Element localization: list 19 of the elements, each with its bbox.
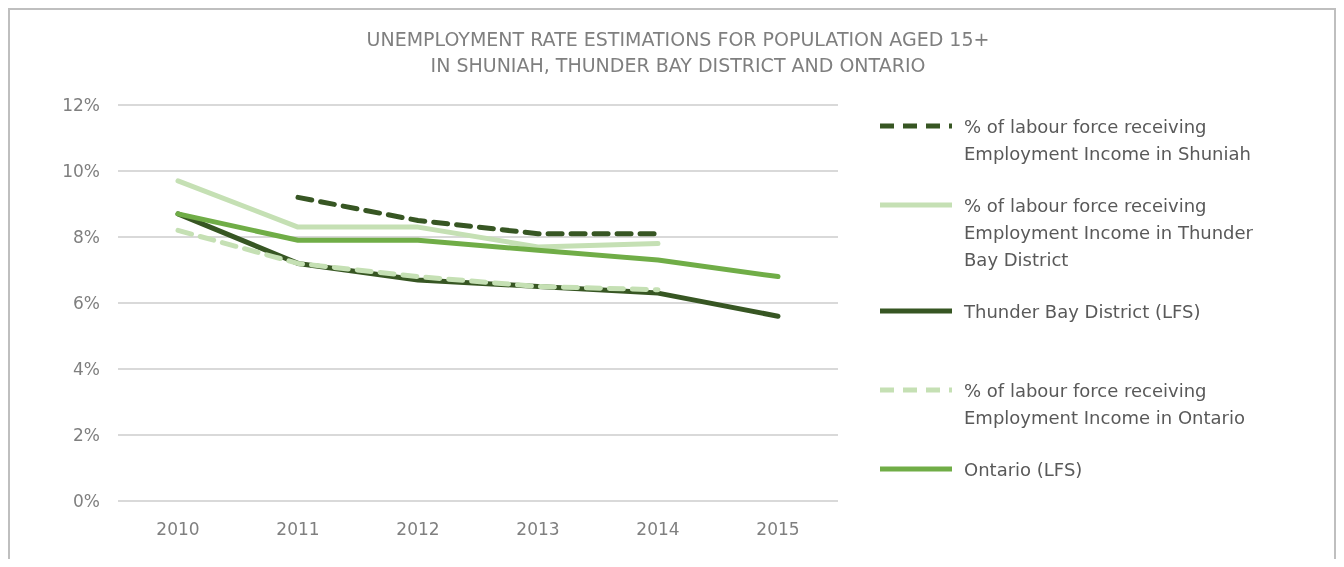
y-tick-label: 10% bbox=[62, 161, 100, 181]
x-tick-label: 2011 bbox=[276, 519, 320, 539]
y-tick-label: 2% bbox=[73, 425, 100, 445]
legend-label: % of labour force receiving Employment Income in Ontario bbox=[964, 380, 1245, 428]
y-tick-label: 6% bbox=[73, 293, 100, 313]
chart-title: UNEMPLOYMENT RATE ESTIMATIONS FOR POPULATION AGED 15+ IN SHUNIAH, THUNDER BAY DISTRICT AND ONTARIO bbox=[366, 28, 990, 76]
y-tick-label: 8% bbox=[73, 227, 100, 247]
y-tick-label: 12% bbox=[62, 95, 100, 115]
legend-label: Ontario (LFS) bbox=[964, 459, 1083, 480]
x-tick-label: 2013 bbox=[516, 519, 560, 539]
legend-label: Thunder Bay District (LFS) bbox=[963, 301, 1201, 322]
y-tick-label: 4% bbox=[73, 359, 100, 379]
x-tick-label: 2010 bbox=[156, 519, 200, 539]
legend-label: % of labour force receiving Employment Income in Shuniah bbox=[964, 116, 1251, 164]
x-tick-label: 2012 bbox=[396, 519, 440, 539]
y-tick-label: 0% bbox=[73, 491, 100, 511]
x-tick-label: 2014 bbox=[636, 519, 680, 539]
legend-label: % of labour force receiving Employment Income in Thunder Bay District bbox=[964, 195, 1254, 270]
x-tick-label: 2015 bbox=[756, 519, 800, 539]
